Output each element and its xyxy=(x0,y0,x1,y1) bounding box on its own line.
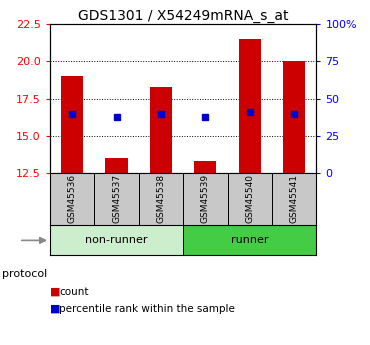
Text: GSM45538: GSM45538 xyxy=(157,174,165,223)
Text: non-runner: non-runner xyxy=(85,235,148,245)
Bar xyxy=(94,173,139,226)
Bar xyxy=(239,39,261,173)
Title: GDS1301 / X54249mRNA_s_at: GDS1301 / X54249mRNA_s_at xyxy=(78,9,288,23)
Bar xyxy=(183,173,228,226)
Text: GSM45539: GSM45539 xyxy=(201,174,210,223)
Bar xyxy=(61,76,83,173)
Bar xyxy=(228,173,272,226)
Text: protocol: protocol xyxy=(2,269,47,279)
Text: runner: runner xyxy=(231,235,269,245)
Bar xyxy=(272,173,316,226)
Text: GSM45536: GSM45536 xyxy=(68,174,77,223)
Bar xyxy=(105,158,128,173)
Text: GSM45541: GSM45541 xyxy=(290,174,299,223)
Bar xyxy=(150,87,172,173)
Text: percentile rank within the sample: percentile rank within the sample xyxy=(59,304,235,314)
Text: GSM45537: GSM45537 xyxy=(112,174,121,223)
Bar xyxy=(183,226,316,255)
Bar xyxy=(194,161,216,173)
Bar xyxy=(50,226,183,255)
Bar xyxy=(283,61,305,173)
Text: GSM45540: GSM45540 xyxy=(245,174,254,223)
Bar xyxy=(139,173,183,226)
Text: count: count xyxy=(59,287,89,296)
Text: ■: ■ xyxy=(50,287,60,296)
Text: ■: ■ xyxy=(50,304,60,314)
Bar xyxy=(50,173,94,226)
